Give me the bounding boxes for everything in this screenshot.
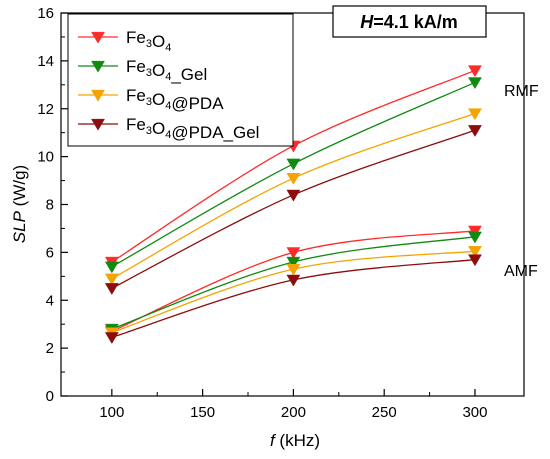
legend-text-part: O <box>152 119 165 138</box>
legend-text-part: _Gel <box>170 65 207 84</box>
data-point <box>468 77 482 90</box>
data-point <box>468 225 482 238</box>
data-point <box>468 125 482 137</box>
legend-subscript: 3 <box>146 96 152 108</box>
y-tick-label: 0 <box>46 388 54 405</box>
legend-subscript: 4 <box>165 129 171 141</box>
annotation-amf: AMF <box>504 263 538 280</box>
data-point <box>468 65 482 78</box>
legend-item: Fe3O4@PDA <box>78 86 224 113</box>
field-label: H=4.1 kA/m <box>332 5 487 38</box>
data-point <box>286 173 301 185</box>
data-point <box>468 231 482 244</box>
legend-subscript: 4 <box>165 42 171 54</box>
legend-label: Fe3O4 <box>126 28 171 54</box>
series-amf-5 <box>104 231 482 336</box>
axes: 100 150 200 250 300 0 2 4 6 8 10 12 14 16 <box>37 5 525 421</box>
y-tick-label: 16 <box>37 5 54 22</box>
legend-text-part: Fe <box>126 115 146 134</box>
data-point <box>468 108 482 121</box>
data-point <box>468 254 482 267</box>
data-point <box>286 256 301 269</box>
legend-item: Fe3O4@PDA_Gel <box>78 115 259 142</box>
legend-text-part: O <box>152 32 165 51</box>
legend-text-part: Fe <box>126 28 146 47</box>
y-axis-title-unit: (W/g) <box>10 165 29 211</box>
legend-item: Fe3O4_Gel <box>78 57 207 84</box>
field-label-var: H <box>360 12 374 32</box>
field-label-text: H=4.1 kA/m <box>360 12 458 32</box>
y-tick-label: 4 <box>46 292 54 309</box>
series-rmf-1 <box>104 77 482 274</box>
legend-marker <box>91 31 105 44</box>
x-tick-label: 300 <box>462 404 487 421</box>
legend-text-part: @PDA <box>171 94 224 113</box>
legend-label: Fe3O4_Gel <box>126 57 207 84</box>
annotation-rmf: RMF <box>504 83 539 100</box>
legend-item: Fe3O4 <box>78 28 171 54</box>
x-axis-title-var: f <box>270 431 277 450</box>
y-axis-title-var: SLP <box>10 210 29 243</box>
legend-marker <box>91 60 105 73</box>
legend-text-part: O <box>152 61 165 80</box>
x-tick-label: 150 <box>190 404 215 421</box>
data-point <box>286 158 301 171</box>
legend-text-part: Fe <box>126 86 146 105</box>
series-rmf-2 <box>104 108 482 286</box>
y-tick-label: 14 <box>37 53 54 70</box>
x-axis-title: f (kHz) <box>270 431 320 450</box>
y-axis-title: SLP (W/g) <box>10 165 29 243</box>
legend-marker <box>91 89 105 102</box>
x-tick-label: 250 <box>372 404 397 421</box>
legend-label: Fe3O4@PDA <box>126 86 224 113</box>
legend-text-part: Fe <box>126 57 146 76</box>
data-point <box>104 332 119 345</box>
y-tick-label: 12 <box>37 101 54 118</box>
legend-subscript: 4 <box>165 100 171 112</box>
data-point <box>286 247 301 260</box>
legend-label: Fe3O4@PDA_Gel <box>126 115 259 142</box>
series-amf-7 <box>104 254 482 345</box>
data-point <box>104 261 119 274</box>
y-tick-label: 10 <box>37 149 54 166</box>
legend-subscript: 3 <box>146 38 152 50</box>
legend-subscript: 3 <box>146 125 152 137</box>
data-point <box>468 246 482 258</box>
y-tick-label: 8 <box>46 197 54 214</box>
x-axis-title-unit: (kHz) <box>275 431 320 450</box>
legend-subscript: 4 <box>165 71 171 83</box>
legend-text-part: @PDA_Gel <box>171 123 259 142</box>
data-point <box>286 264 301 276</box>
data-point <box>286 189 301 202</box>
data-point <box>104 283 119 295</box>
legend-subscript: 3 <box>146 67 152 79</box>
legend-text-part: O <box>152 90 165 109</box>
field-label-box <box>332 5 487 38</box>
legend-marker <box>91 118 105 131</box>
y-tick-label: 6 <box>46 244 54 261</box>
series-rmf-3 <box>104 125 482 295</box>
x-tick-label: 100 <box>99 404 124 421</box>
y-tick-label: 2 <box>46 340 54 357</box>
series-amf-6 <box>104 246 482 340</box>
data-point <box>104 273 119 286</box>
x-tick-label: 200 <box>281 404 306 421</box>
data-point <box>286 274 301 287</box>
field-label-value: =4.1 kA/m <box>373 12 458 32</box>
